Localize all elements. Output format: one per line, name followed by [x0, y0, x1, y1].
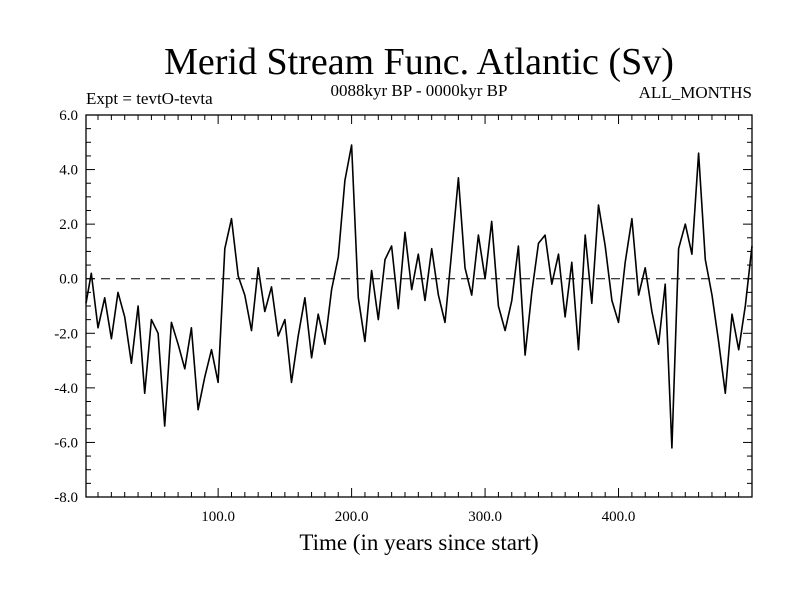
x-tick-label: 200.0: [335, 509, 369, 525]
x-axis-label: Time (in years since start): [299, 530, 538, 555]
x-tick-label: 300.0: [468, 509, 502, 525]
tick-labels: 100.0 200.0 300.0 400.0 6.0 4.0 2.0 0.0 -2.0 -4.0…: [54, 108, 635, 525]
y-tick-label: 4.0: [59, 163, 78, 179]
y-tick-label: 0.0: [59, 272, 78, 288]
x-tick-label: 400.0: [602, 509, 636, 525]
y-tick-label: -2.0: [54, 326, 78, 342]
time-range-label: 0088kyr BP - 0000kyr BP: [331, 81, 508, 100]
months-label: ALL_MONTHS: [639, 83, 752, 102]
tick-marks: [86, 114, 752, 498]
plot-frame: [85, 114, 753, 498]
series-line: [85, 144, 753, 449]
y-tick-label: -8.0: [54, 490, 78, 506]
experiment-label: Expt = tevtO-tevta: [86, 89, 213, 108]
x-tick-label: 100.0: [201, 509, 235, 525]
y-tick-label: -4.0: [54, 381, 78, 397]
y-tick-label: 6.0: [59, 108, 78, 124]
y-tick-label: -6.0: [54, 435, 78, 451]
y-tick-label: 2.0: [59, 217, 78, 233]
chart-title: Merid Stream Func. Atlantic (Sv): [164, 41, 674, 83]
